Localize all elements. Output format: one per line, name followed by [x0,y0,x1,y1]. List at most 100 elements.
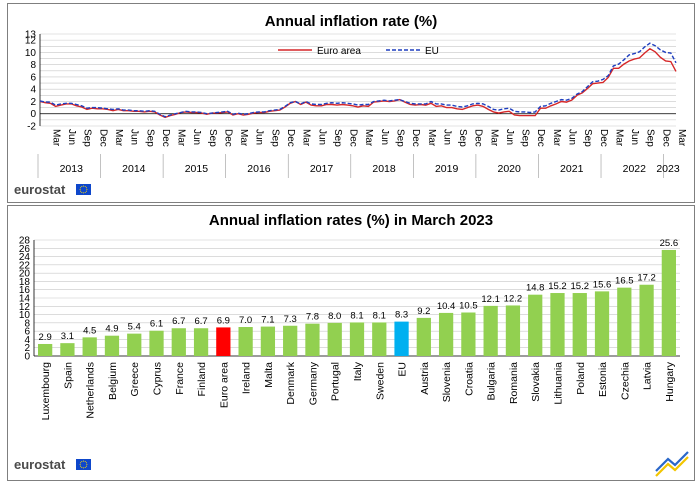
x-month-label: Mar [113,129,124,147]
y-tick-label: 6 [24,327,30,338]
bar-value-label: 6.1 [150,319,163,330]
bar-value-label: 8.1 [373,310,386,321]
bar-value-label: 14.8 [526,283,545,294]
x-month-label: Sep [457,129,468,147]
x-category-label: Cyprus [152,362,164,395]
x-category-label: Finland [196,362,208,397]
x-month-label: Sep [520,129,531,147]
x-month-label: Mar [238,129,249,147]
x-category-label: EU [397,362,409,377]
legend-label-eu: EU [425,46,439,57]
x-category-label: Portugal [330,362,342,401]
bar-value-label: 7.8 [306,312,319,323]
eurostat-corner-icon [655,451,689,477]
bar [505,305,521,356]
x-category-label: Croatia [463,362,475,396]
eu-flag-icon [76,459,91,470]
legend: Euro area EU [278,46,439,57]
x-year-label: 2019 [435,163,459,175]
y-tick-label: 4 [24,335,30,346]
x-month-label: Jun [66,129,77,145]
y-tick-label: 14 [19,294,31,305]
x-category-label: Spain [62,362,74,389]
x-month-label: Dec [473,129,484,147]
x-month-label: Mar [676,129,687,147]
x-category-label: Czechia [619,362,631,400]
line-chart-panel: Annual inflation rate (%) -2 0 2 4 6 8 10 12 13 Ma… [7,3,695,203]
x-month-label: Mar [488,129,499,147]
x-month-label: Jun [191,129,202,145]
bar [594,291,610,356]
bar [372,322,387,356]
x-category-label: Greece [129,362,141,397]
chart-title: Annual inflation rate (%) [265,13,438,30]
eu-flag-icon [76,184,91,195]
bar [38,343,53,356]
y-tick-label: 2 [24,343,30,354]
bar [82,337,97,356]
eurostat-logo-text: eurostat [14,457,66,472]
x-category-label: Estonia [597,362,609,397]
bar [305,323,320,356]
bar-value-label: 8.3 [395,310,408,321]
bar-value-label: 16.5 [615,276,634,287]
eurostat-logo-text: eurostat [14,182,66,197]
y-tick-label: -2 [27,122,36,133]
bar [461,312,476,356]
bar-value-label: 5.4 [128,322,141,333]
x-month-label: Sep [645,129,656,147]
x-month-label: Mar [301,129,312,147]
x-month-label: Jun [254,129,265,145]
bar-value-label: 10.4 [437,301,456,312]
bar-chart: Annual inflation rates (%) in March 2023… [14,212,689,477]
y-tick-label: 10 [25,48,37,59]
x-month-label: Dec [97,129,108,147]
bar-value-label: 9.2 [417,306,430,317]
bar-value-label: 6.7 [172,316,185,327]
x-year-label: 2022 [623,163,647,175]
x-month-label: Dec [598,129,609,147]
bar [149,330,164,356]
bar-value-label: 8.0 [328,311,341,322]
x-year-label: 2013 [60,163,84,175]
bar [60,343,75,356]
x-category-label: Poland [575,362,587,395]
x-category-label: Belgium [107,362,119,400]
bar [438,312,454,356]
x-category-label: Euro area [218,362,230,408]
x-category-label: Italy [352,361,364,381]
bar [104,335,120,356]
bar-value-label: 4.9 [105,324,118,335]
bar-value-label: 6.7 [194,316,207,327]
y-tick-label: 26 [19,244,31,255]
x-category-label: Slovakia [530,362,542,402]
bar-value-label: 2.9 [39,332,52,343]
x-month-label: Sep [207,129,218,147]
x-category-label: Austria [419,362,431,395]
x-month-label: Dec [535,129,546,147]
y-tick-label: 22 [19,260,31,271]
x-month-label: Dec [410,129,421,147]
bar-value-label: 25.6 [660,238,679,249]
x-month-label: Dec [285,129,296,147]
x-category-label: Hungary [664,361,676,401]
y-tick-label: 12 [19,302,31,313]
y-tick-label: 2 [30,97,36,108]
bar [127,333,142,356]
bar [349,322,365,356]
bar [171,328,186,356]
x-month-label: Jun [316,129,327,145]
x-month-label: Jun [129,129,140,145]
x-year-label: 2014 [122,163,146,175]
y-tick-label: 24 [19,252,31,263]
y-tick-label: 0 [24,352,30,363]
bar [193,328,209,356]
bar-value-label: 7.1 [261,315,274,326]
y-tick-label: 13 [25,30,37,41]
bar [238,327,253,356]
x-month-label: Mar [613,129,624,147]
y-tick-label: 28 [19,236,31,247]
x-month-label: Mar [176,129,187,147]
bar [283,325,298,356]
y-tick-label: 0 [30,109,36,120]
